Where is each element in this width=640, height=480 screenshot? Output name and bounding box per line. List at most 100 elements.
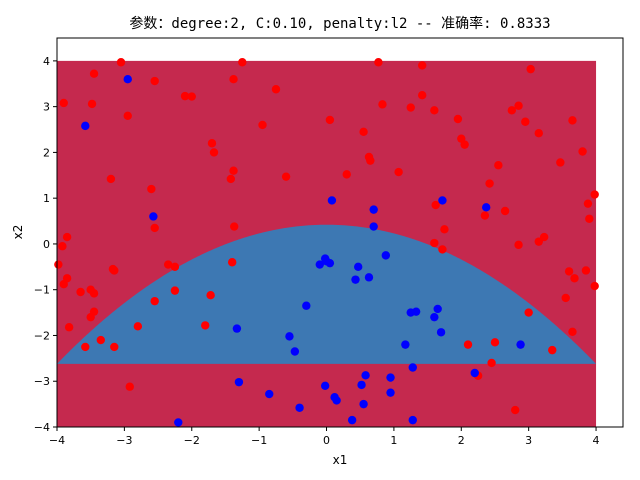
data-point [234,377,244,387]
data-point [58,242,67,251]
data-point [180,91,190,101]
data-point [227,258,237,267]
data-point [490,338,500,347]
data-point [585,214,594,223]
data-point [480,211,490,220]
data-point [106,174,116,184]
data-point [54,260,63,269]
data-point [534,128,543,138]
data-point [378,100,387,109]
data-point [285,332,294,341]
data-point [123,111,132,121]
inner-region [57,224,597,364]
data-point [81,342,90,352]
data-point [133,322,143,331]
data-point [440,225,449,234]
x-axis-ticks: −4 −3 −2 −1 0 1 2 3 4 [49,427,600,447]
data-point [453,114,463,124]
data-point [401,340,410,349]
data-point [281,172,291,181]
data-point [258,120,267,130]
y-tick-label: 2 [43,146,50,159]
data-point [357,380,366,390]
data-point [526,64,535,74]
data-point [568,116,577,125]
data-point [361,371,370,380]
x-tick-label: −3 [116,434,132,447]
data-point [62,274,72,283]
y-tick-label: −4 [34,421,50,434]
data-point [418,61,427,70]
data-point [315,260,324,269]
data-point [514,101,523,110]
data-point [590,190,599,199]
data-point [150,76,159,86]
x-tick-label: 0 [323,434,330,447]
data-point [150,223,159,233]
data-point [359,127,368,137]
data-point [521,117,530,126]
data-point [110,266,119,275]
data-point [64,323,74,332]
data-point [62,232,72,242]
data-point [539,232,549,242]
x-tick-label: 1 [390,434,397,447]
x-axis-label: x1 [333,453,348,467]
y-axis-ticks: −4 −3 −2 −1 0 1 2 3 4 [34,55,57,434]
data-point [238,58,247,67]
data-points [54,58,599,427]
data-point [568,327,577,337]
data-point [295,403,304,412]
data-point [561,293,570,303]
data-point [430,312,439,322]
chart-title: 参数：degree:2, C:0.10, penalty:l2 -- 准确率: … [129,15,550,32]
data-point [408,415,417,425]
data-point [438,245,447,254]
y-tick-label: −3 [34,375,50,388]
data-point [364,273,374,282]
data-point [406,103,415,112]
data-point [438,196,447,205]
data-point [359,399,368,409]
data-point [174,418,183,427]
y-tick-label: 3 [43,101,50,114]
data-point [201,321,210,330]
data-point [86,312,95,322]
data-point [430,238,439,248]
data-point [516,340,525,349]
data-point [170,286,180,295]
data-point [229,166,238,175]
y-tick-label: −1 [34,284,50,297]
data-point [59,98,68,108]
data-point [470,368,479,378]
x-tick-label: −4 [49,434,65,447]
data-point [430,106,439,115]
data-point [460,140,469,149]
data-point [485,179,494,188]
data-point [87,99,97,109]
data-point [494,161,503,170]
data-point [332,396,341,405]
data-point [590,281,599,291]
data-point [325,115,335,125]
data-point [232,324,242,333]
plot-frame [56,37,624,428]
x-tick-label: 4 [593,434,600,447]
y-axis-label: x2 [11,225,25,240]
y-tick-label: 1 [43,192,50,205]
data-point [347,415,357,425]
data-point [123,74,132,84]
data-point [482,203,491,212]
data-point [342,170,351,179]
data-point [436,328,446,337]
data-point [96,335,105,345]
data-point [514,240,523,250]
x-tick-label: 2 [458,434,465,447]
data-point [147,184,156,194]
data-point [433,304,442,314]
data-point [411,307,421,316]
data-point [394,167,403,177]
data-point [116,58,126,67]
data-point [209,148,219,157]
